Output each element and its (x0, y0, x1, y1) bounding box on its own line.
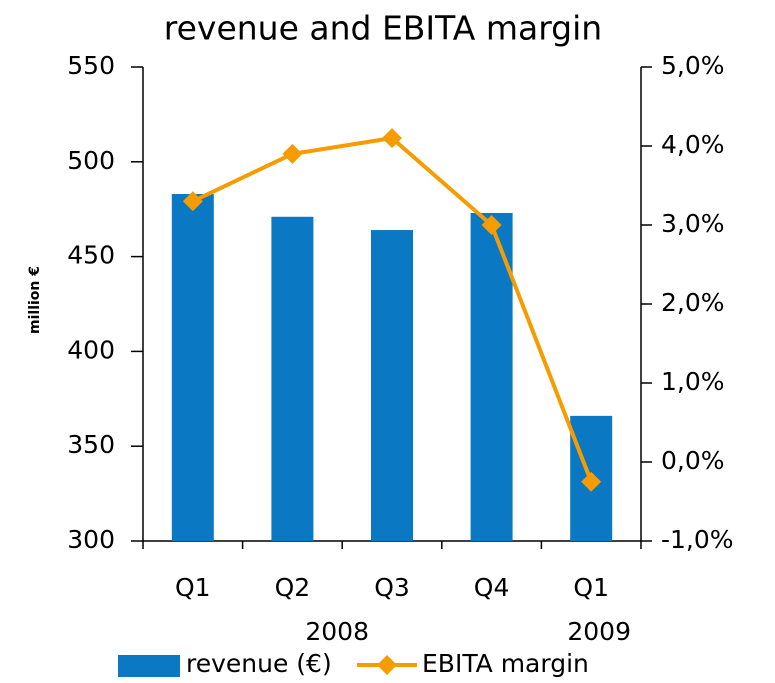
marker (182, 191, 203, 212)
y2-tick-label: 0,0% (661, 446, 725, 475)
legend-swatch (118, 655, 180, 677)
x-group-label: 2009 (567, 617, 631, 646)
x-tick-label: Q4 (474, 573, 510, 602)
y2-tick-label: 1,0% (661, 367, 725, 396)
y2-tick-label: 2,0% (661, 288, 725, 317)
chart-title: revenue and EBITA margin (164, 9, 602, 48)
y2-tick-label: 4,0% (661, 130, 725, 159)
y-tick-label: 500 (67, 146, 115, 175)
marker (382, 128, 402, 149)
y-tick-label: 400 (67, 335, 115, 364)
y2-tick-label: 5,0% (661, 51, 725, 80)
y-tick-label: 350 (67, 430, 115, 459)
x-tick-label: Q3 (374, 573, 410, 602)
y2-tick-label: -1,0% (661, 525, 734, 554)
legend-swatch (377, 655, 397, 675)
y-tick-label: 300 (67, 525, 115, 554)
x-tick-label: Q2 (275, 573, 311, 602)
marker (282, 143, 303, 164)
marker (481, 215, 502, 235)
legend-label: EBITA margin (422, 649, 589, 678)
bar (371, 230, 413, 541)
y-axis-label: million € (27, 266, 43, 334)
legend-label: revenue (€) (186, 649, 332, 678)
y-tick-label: 550 (67, 51, 115, 80)
marker (581, 471, 602, 492)
bar (171, 194, 214, 542)
bar (271, 216, 314, 541)
y-tick-label: 450 (67, 241, 115, 270)
x-group-label: 2008 (305, 617, 369, 646)
x-tick-label: Q1 (573, 573, 609, 602)
x-tick-label: Q1 (175, 573, 211, 602)
bar (470, 212, 513, 541)
y2-tick-label: 3,0% (661, 209, 725, 238)
